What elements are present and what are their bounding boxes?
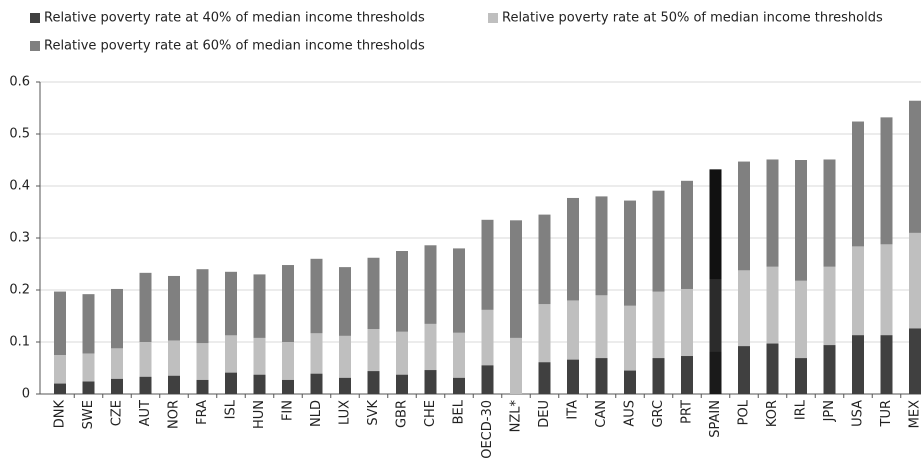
x-tick-label: JPN xyxy=(822,400,837,422)
bar xyxy=(567,359,579,394)
bar xyxy=(339,377,351,394)
x-tick-label: FIN xyxy=(281,400,296,421)
x-tick-label: AUS xyxy=(623,400,638,427)
x-tick-label: IRL xyxy=(794,399,809,420)
y-tick-label: 0 xyxy=(22,387,30,402)
bar xyxy=(681,356,693,394)
bar xyxy=(652,358,665,394)
bar xyxy=(453,377,465,394)
x-tick-label: DNK xyxy=(53,400,68,429)
x-tick-label: CHE xyxy=(423,400,438,427)
x-tick-label: POL xyxy=(737,399,752,425)
legend-swatch xyxy=(30,13,40,23)
x-tick-label: SVK xyxy=(366,400,381,426)
x-tick-label: OECD-30 xyxy=(480,400,495,459)
bar xyxy=(282,379,294,394)
bar xyxy=(738,346,750,394)
x-tick-label: ITA xyxy=(566,400,581,420)
y-tick-label: 0.1 xyxy=(9,335,30,350)
x-tick-label: NLD xyxy=(309,400,324,427)
x-tick-label: PRT xyxy=(680,400,695,424)
x-tick-label: LUX xyxy=(338,400,353,425)
legend-label: Relative poverty rate at 50% of median i… xyxy=(502,11,883,26)
x-tick-label: CZE xyxy=(110,400,125,426)
bar xyxy=(196,379,209,394)
bar xyxy=(139,376,152,394)
x-tick-label: FRA xyxy=(195,400,210,425)
bar xyxy=(367,371,380,394)
x-tick-label: NOR xyxy=(167,400,182,429)
bar xyxy=(396,374,408,394)
x-tick-label: TUR xyxy=(879,400,894,428)
bar xyxy=(538,362,551,394)
x-tick-label: GRC xyxy=(651,400,666,428)
x-tick-label: BEL xyxy=(452,399,467,424)
bar xyxy=(880,335,893,394)
bar xyxy=(82,381,95,394)
y-tick-label: 0.2 xyxy=(9,283,30,298)
x-tick-label: KOR xyxy=(765,400,780,427)
legend-label: Relative poverty rate at 40% of median i… xyxy=(44,11,425,26)
y-tick-label: 0.5 xyxy=(9,127,30,142)
x-tick-label: GBR xyxy=(395,400,410,428)
bar xyxy=(709,351,722,394)
bar xyxy=(253,374,266,394)
bar xyxy=(510,337,522,394)
x-tick-label: MEX xyxy=(908,400,921,428)
bar xyxy=(310,373,323,394)
legend-swatch xyxy=(488,13,498,23)
bar xyxy=(595,358,608,394)
y-tick-label: 0.6 xyxy=(9,75,30,90)
x-tick-label: USA xyxy=(851,400,866,427)
x-tick-label: ISL xyxy=(224,399,239,419)
bar xyxy=(766,343,779,394)
bar xyxy=(795,358,807,394)
y-tick-label: 0.3 xyxy=(9,231,30,246)
bar xyxy=(424,370,437,394)
bar xyxy=(852,335,864,394)
bar xyxy=(624,370,636,394)
bar xyxy=(54,383,66,394)
x-tick-label: AUT xyxy=(138,400,153,426)
bar xyxy=(168,375,180,394)
bar xyxy=(823,345,836,394)
bar xyxy=(225,372,237,394)
x-tick-label: CAN xyxy=(594,400,609,428)
legend-label: Relative poverty rate at 60% of median i… xyxy=(44,39,425,54)
bar xyxy=(111,378,123,394)
x-tick-label: HUN xyxy=(252,400,267,429)
x-tick-label: SPAIN xyxy=(708,400,723,438)
y-tick-label: 0.4 xyxy=(9,179,30,194)
x-tick-label: DEU xyxy=(537,400,552,428)
bar xyxy=(909,328,921,394)
x-tick-label: SWE xyxy=(81,400,96,429)
bar xyxy=(481,365,494,394)
x-tick-label: NZL* xyxy=(509,400,524,433)
legend-swatch xyxy=(30,41,40,51)
